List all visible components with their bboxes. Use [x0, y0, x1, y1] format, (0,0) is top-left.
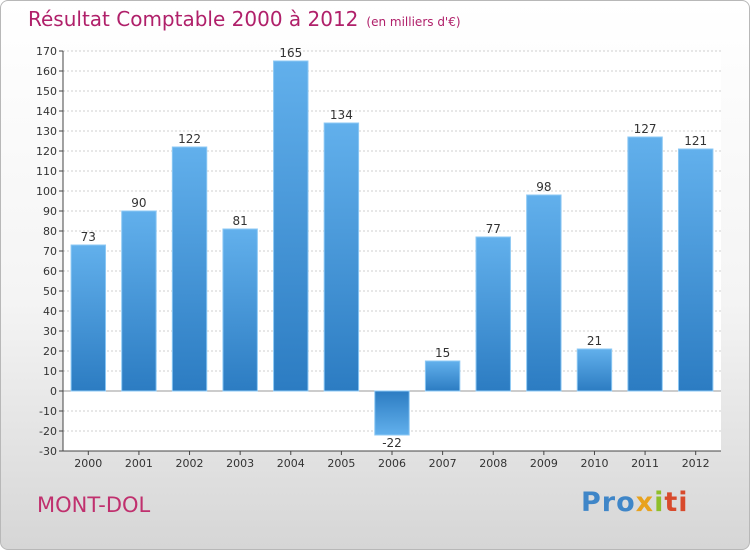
y-tick-label: 150	[36, 85, 57, 98]
x-tick-label-2005: 2005	[327, 457, 355, 470]
proxiti-logo[interactable]: Proxiti	[581, 487, 689, 518]
y-tick-label: 70	[43, 245, 57, 258]
bar-2008	[475, 236, 511, 392]
bar-2003	[222, 228, 258, 392]
data-label-2001: 90	[131, 196, 146, 210]
bars: 73 90 122 81 165 134 -22 15 77 98 21 127 121	[70, 46, 714, 450]
commune-name: MONT-DOL	[37, 493, 151, 517]
y-tick-label: 0	[50, 385, 57, 398]
chart-subtitle: (en milliers d'€)	[366, 15, 461, 29]
y-axis: -30 -20 -10 0 10 20 30 40 50 60 70 80 90 100 110 120 130…	[36, 45, 64, 458]
data-label-2004: 165	[279, 46, 302, 60]
y-tick-label: 160	[36, 65, 57, 78]
bar-2002	[171, 146, 208, 392]
bar-2005	[323, 122, 360, 392]
x-tick-label-2006: 2006	[378, 457, 406, 470]
y-tick-label: 30	[43, 325, 57, 338]
data-label-2005: 134	[330, 108, 353, 122]
bar-2010	[576, 348, 613, 392]
data-label-2009: 98	[536, 180, 551, 194]
x-tick-label-2001: 2001	[125, 457, 153, 470]
y-tick-label: 90	[43, 205, 57, 218]
y-tick-label: 40	[43, 305, 57, 318]
data-label-2006: -22	[382, 436, 402, 450]
x-tick-label-2004: 2004	[277, 457, 305, 470]
y-tick-label: 60	[43, 265, 57, 278]
logo-part-1: Pro	[581, 487, 636, 518]
y-tick-label: 140	[36, 105, 57, 118]
data-label-2011: 127	[634, 122, 657, 136]
y-tick-label: 80	[43, 225, 57, 238]
bar-2012	[677, 148, 714, 392]
data-label-2012: 121	[684, 134, 707, 148]
y-tick-label: -30	[39, 445, 57, 458]
x-tick-label-2007: 2007	[429, 457, 457, 470]
x-axis: 2000 2001 2002 2003 2004 2005 2006 2007 2008 2009…	[63, 450, 721, 470]
x-tick-label-2008: 2008	[479, 457, 507, 470]
x-tick-label-2012: 2012	[682, 457, 710, 470]
logo-part-3: i	[654, 487, 665, 518]
x-tick-label-2009: 2009	[530, 457, 558, 470]
logo-part-4: ti	[664, 487, 689, 518]
x-tick-label-2010: 2010	[580, 457, 608, 470]
logo-part-2: x	[635, 487, 655, 518]
bar-2007	[424, 360, 461, 392]
y-tick-label: 170	[36, 45, 57, 58]
data-label-2002: 122	[178, 132, 201, 146]
y-tick-label: -10	[39, 405, 57, 418]
x-tick-label-2003: 2003	[226, 457, 254, 470]
bar-2006	[374, 390, 410, 436]
data-label-2008: 77	[486, 222, 501, 236]
data-label-2007: 15	[435, 346, 450, 360]
data-label-2010: 21	[587, 334, 602, 348]
x-tick-label-2000: 2000	[74, 457, 102, 470]
chart-title: Résultat Comptable 2000 à 2012 (en millie…	[28, 7, 461, 31]
x-tick-label-2011: 2011	[631, 457, 659, 470]
bar-2011	[627, 136, 663, 392]
bar-2004	[273, 60, 309, 392]
chart-title-text: Résultat Comptable 2000 à 2012	[28, 7, 359, 31]
y-tick-label: 50	[43, 285, 57, 298]
y-tick-label: 130	[36, 125, 57, 138]
data-label-2000: 73	[81, 230, 96, 244]
bar-2001	[121, 210, 157, 392]
data-label-2003: 81	[233, 214, 248, 228]
bar-2000	[70, 244, 107, 392]
y-tick-label: 120	[36, 145, 57, 158]
y-tick-label: 110	[36, 165, 57, 178]
y-tick-label: -20	[39, 425, 57, 438]
bar-2009	[526, 194, 562, 392]
y-tick-label: 10	[43, 365, 57, 378]
x-tick-label-2002: 2002	[176, 457, 204, 470]
y-tick-label: 100	[36, 185, 57, 198]
y-tick-label: 20	[43, 345, 57, 358]
